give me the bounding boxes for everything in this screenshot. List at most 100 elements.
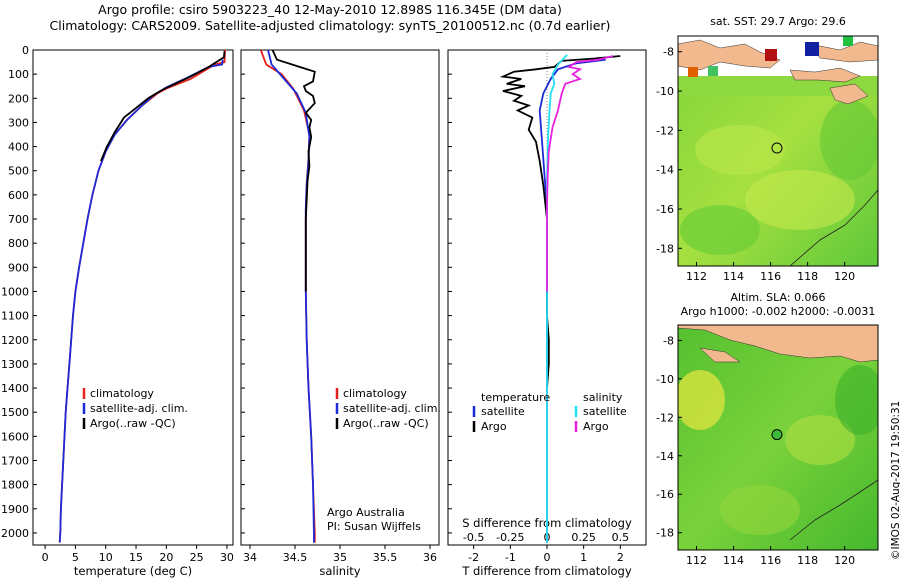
depth-tick-label: 600 bbox=[8, 189, 29, 202]
plot-frame-1 bbox=[240, 49, 440, 546]
series-line-2 bbox=[100, 51, 226, 162]
legend-label: satellite bbox=[481, 405, 525, 418]
x-axis-label: salinity bbox=[319, 564, 360, 578]
x-tick-label: 36 bbox=[423, 551, 437, 564]
depth-tick-label: 400 bbox=[8, 141, 29, 154]
map-x-tick-label: 116 bbox=[760, 270, 781, 283]
map-y-tick-label: -12 bbox=[656, 411, 674, 424]
map-y-tick-label: -10 bbox=[656, 85, 674, 98]
depth-tick-label: 1100 bbox=[1, 310, 29, 323]
legend-label: Argo(..raw -QC) bbox=[90, 417, 176, 430]
series-line-1 bbox=[267, 49, 315, 543]
series-line-1 bbox=[499, 55, 621, 389]
legend-label: satellite bbox=[583, 405, 627, 418]
credit-line-1: Argo Australia bbox=[327, 506, 405, 519]
series-line-1 bbox=[58, 59, 224, 543]
title-line-1: Argo profile: csiro 5903223_40 12-May-20… bbox=[98, 2, 562, 17]
map-y-tick-label: -16 bbox=[656, 203, 674, 216]
depth-tick-label: 1200 bbox=[1, 334, 29, 347]
map-y-tick-label: -18 bbox=[656, 242, 674, 255]
map-y-tick-label: -14 bbox=[656, 164, 674, 177]
x-tick-label: 20 bbox=[159, 551, 173, 564]
sla-map-subtitle: Argo h1000: -0.002 h2000: -0.0031 bbox=[681, 305, 876, 318]
legend-label: Argo(..raw -QC) bbox=[343, 417, 429, 430]
map-x-tick-label: 114 bbox=[723, 270, 744, 283]
map-y-tick-label: -8 bbox=[663, 334, 674, 347]
x-tick-label: 10 bbox=[99, 551, 113, 564]
map-y-tick-label: -14 bbox=[656, 450, 674, 463]
map-x-tick-label: 118 bbox=[797, 554, 818, 567]
map-x-tick-label: 118 bbox=[797, 270, 818, 283]
plot-frame-0 bbox=[32, 49, 234, 546]
map-y-tick-label: -10 bbox=[656, 373, 674, 386]
depth-tick-label: 1500 bbox=[1, 406, 29, 419]
depth-tick-label: 500 bbox=[8, 165, 29, 178]
legend-label: climatology bbox=[90, 387, 154, 400]
series-line-2 bbox=[271, 49, 316, 292]
map-y-tick-label: -18 bbox=[656, 527, 674, 540]
map-x-tick-label: 120 bbox=[834, 270, 855, 283]
depth-tick-label: 1000 bbox=[1, 285, 29, 298]
x-axis-label: T difference from climatology bbox=[461, 564, 632, 578]
depth-tick-label: 1300 bbox=[1, 358, 29, 371]
s-diff-tick-label: -0.5 bbox=[463, 531, 484, 544]
legend-label: climatology bbox=[343, 387, 407, 400]
imos-stamp: ©IMOS 02-Aug-2017 19:50:31 bbox=[890, 400, 900, 560]
x-tick-label: 35.5 bbox=[373, 551, 398, 564]
depth-tick-label: 0 bbox=[22, 44, 29, 57]
map-x-tick-label: 112 bbox=[686, 270, 707, 283]
x-tick-label: 34 bbox=[243, 551, 257, 564]
sumba-landmass bbox=[829, 83, 869, 105]
profile-location-marker bbox=[771, 429, 783, 441]
map-x-tick-label: 116 bbox=[760, 554, 781, 567]
sst-map-frame bbox=[677, 35, 879, 267]
series-line-0 bbox=[58, 49, 226, 543]
x-tick-label: 25 bbox=[190, 551, 204, 564]
x-tick-label: 0 bbox=[42, 551, 49, 564]
map-x-tick-label: 114 bbox=[723, 554, 744, 567]
legend-header-salinity: salinity bbox=[583, 391, 623, 404]
x-axis-label: temperature (deg C) bbox=[74, 564, 192, 578]
map-y-tick-label: -16 bbox=[656, 488, 674, 501]
depth-tick-label: 2000 bbox=[1, 527, 29, 540]
map-y-tick-label: -8 bbox=[663, 46, 674, 59]
depth-tick-label: 200 bbox=[8, 92, 29, 105]
depth-tick-label: 1400 bbox=[1, 382, 29, 395]
x-tick-label: 15 bbox=[129, 551, 143, 564]
depth-tick-label: 900 bbox=[8, 261, 29, 274]
x-tick-label: 30 bbox=[220, 551, 234, 564]
depth-tick-label: 1700 bbox=[1, 454, 29, 467]
x-tick-label: 34.5 bbox=[283, 551, 308, 564]
legend-label: satellite-adj. clim. bbox=[343, 402, 441, 415]
depth-tick-label: 1900 bbox=[1, 503, 29, 516]
map-x-tick-label: 112 bbox=[686, 554, 707, 567]
series-line-2 bbox=[546, 54, 568, 543]
series-line-3 bbox=[546, 55, 614, 292]
x-tick-label: -2 bbox=[468, 551, 479, 564]
sla-map-title: Altim. SLA: 0.066 bbox=[730, 291, 825, 304]
x-tick-label: 2 bbox=[617, 551, 624, 564]
title-line-2: Climatology: CARS2009. Satellite-adjuste… bbox=[49, 18, 611, 33]
x-tick-label: -1 bbox=[505, 551, 516, 564]
map-y-tick-label: -12 bbox=[656, 124, 674, 137]
sla-map-frame bbox=[677, 324, 879, 551]
depth-tick-label: 1600 bbox=[1, 430, 29, 443]
depth-tick-label: 300 bbox=[8, 116, 29, 129]
s-diff-tick-label: 0.25 bbox=[571, 531, 596, 544]
x-tick-label: 5 bbox=[72, 551, 79, 564]
java-landmass-2 bbox=[678, 325, 878, 363]
legend-label: satellite-adj. clim. bbox=[90, 402, 188, 415]
s-diff-tick-label: -0.25 bbox=[496, 531, 524, 544]
profile-location-marker bbox=[771, 142, 783, 154]
x-tick-label: 1 bbox=[580, 551, 587, 564]
legend-label: Argo bbox=[481, 420, 507, 433]
depth-tick-label: 700 bbox=[8, 213, 29, 226]
sst-map-title: sat. SST: 29.7 Argo: 29.6 bbox=[710, 15, 846, 28]
s-diff-tick-label: 0.5 bbox=[612, 531, 630, 544]
legend-header-temperature: temperature bbox=[481, 391, 550, 404]
island-landmass bbox=[789, 67, 861, 83]
depth-tick-label: 1800 bbox=[1, 479, 29, 492]
x-tick-label: 35 bbox=[333, 551, 347, 564]
depth-tick-label: 100 bbox=[8, 68, 29, 81]
